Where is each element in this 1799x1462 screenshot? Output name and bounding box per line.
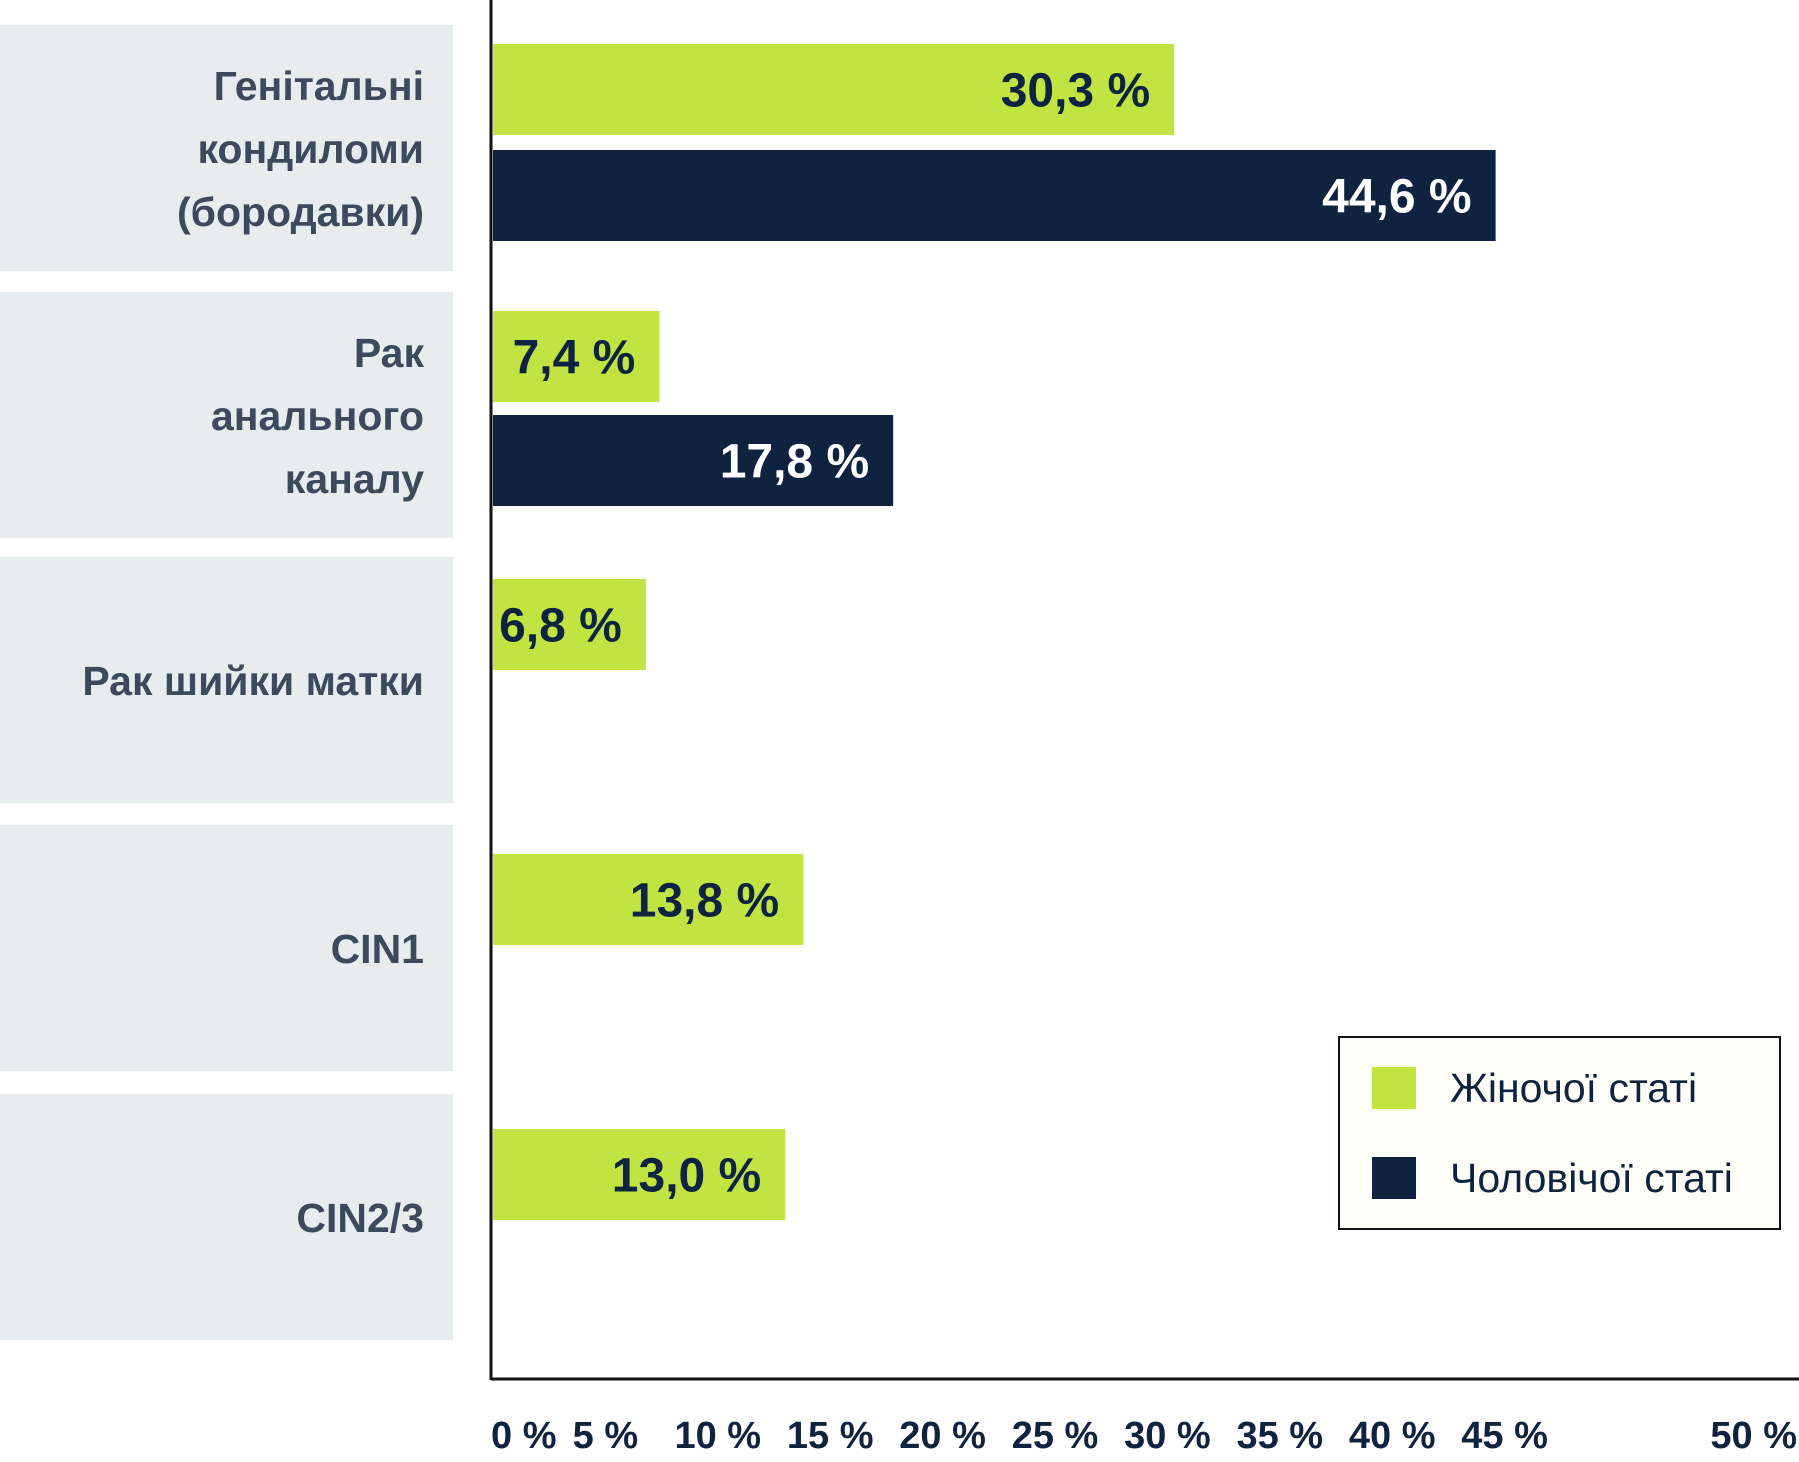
category-label: Рак шийки матки (82, 658, 424, 704)
x-tick-label: 20 % (899, 1415, 986, 1457)
bar-value-label: 13,0 % (612, 1150, 761, 1203)
x-tick-label: 50 % (1710, 1415, 1797, 1457)
x-tick-label: 25 % (1012, 1415, 1099, 1457)
x-tick-labels: 0 % 5 % 10 % 15 % 20 % 25 % 30 % 35 % 40 % 45 % 50… (491, 1415, 1797, 1457)
legend: Жіночої статі Чоловічої статі (1338, 1036, 1781, 1230)
x-tick-label: 15 % (787, 1415, 874, 1457)
bar-female (493, 44, 1175, 135)
category-label: Генітальні (214, 63, 424, 109)
bars: 30,3 % 7,4 % 6,8 % 13,8 % 13,0 % 44,6 % 17,8 % (493, 44, 1496, 1220)
x-tick-label: 35 % (1236, 1415, 1323, 1457)
category-panel (0, 825, 453, 1071)
bar-value-label: 6,8 % (499, 600, 622, 653)
bar-value-label: 7,4 % (513, 332, 636, 385)
category-label: (бородавки) (177, 189, 424, 235)
bar-female (493, 579, 646, 670)
bar-value-label: 44,6 % (1322, 171, 1471, 224)
bar-female (493, 311, 660, 402)
x-tick-label: 5 % (573, 1415, 638, 1457)
category-label: анального (211, 393, 424, 439)
category-panels: Генітальні кондиломи (бородавки) Рак анально… (0, 25, 453, 1340)
legend-label: Жіночої статі (1450, 1065, 1697, 1111)
category-label: каналу (285, 456, 424, 502)
legend-swatch-male (1372, 1157, 1416, 1199)
bar-male (493, 415, 894, 506)
category-panel (0, 557, 453, 803)
x-tick-label: 40 % (1349, 1415, 1436, 1457)
bar-male (493, 150, 1496, 241)
x-tick-label: 10 % (674, 1415, 761, 1457)
bar-female (493, 854, 804, 945)
bar-value-label: 30,3 % (1001, 65, 1150, 118)
category-panel (0, 25, 453, 271)
category-label: кондиломи (197, 126, 424, 172)
category-panel (0, 292, 453, 538)
x-tick-label: 0 % (491, 1415, 556, 1457)
legend-swatch-female (1372, 1067, 1416, 1109)
category-panel (0, 1094, 453, 1340)
bar-value-label: 17,8 % (720, 436, 869, 489)
category-label: CIN2/3 (296, 1195, 424, 1241)
x-tick-label: 45 % (1461, 1415, 1548, 1457)
bar-value-label: 13,8 % (630, 875, 779, 928)
bar-female (493, 1129, 786, 1220)
category-label: Рак (354, 330, 425, 376)
legend-label: Чоловічої статі (1450, 1155, 1733, 1201)
category-label: CIN1 (331, 926, 424, 972)
x-tick-label: 30 % (1124, 1415, 1211, 1457)
